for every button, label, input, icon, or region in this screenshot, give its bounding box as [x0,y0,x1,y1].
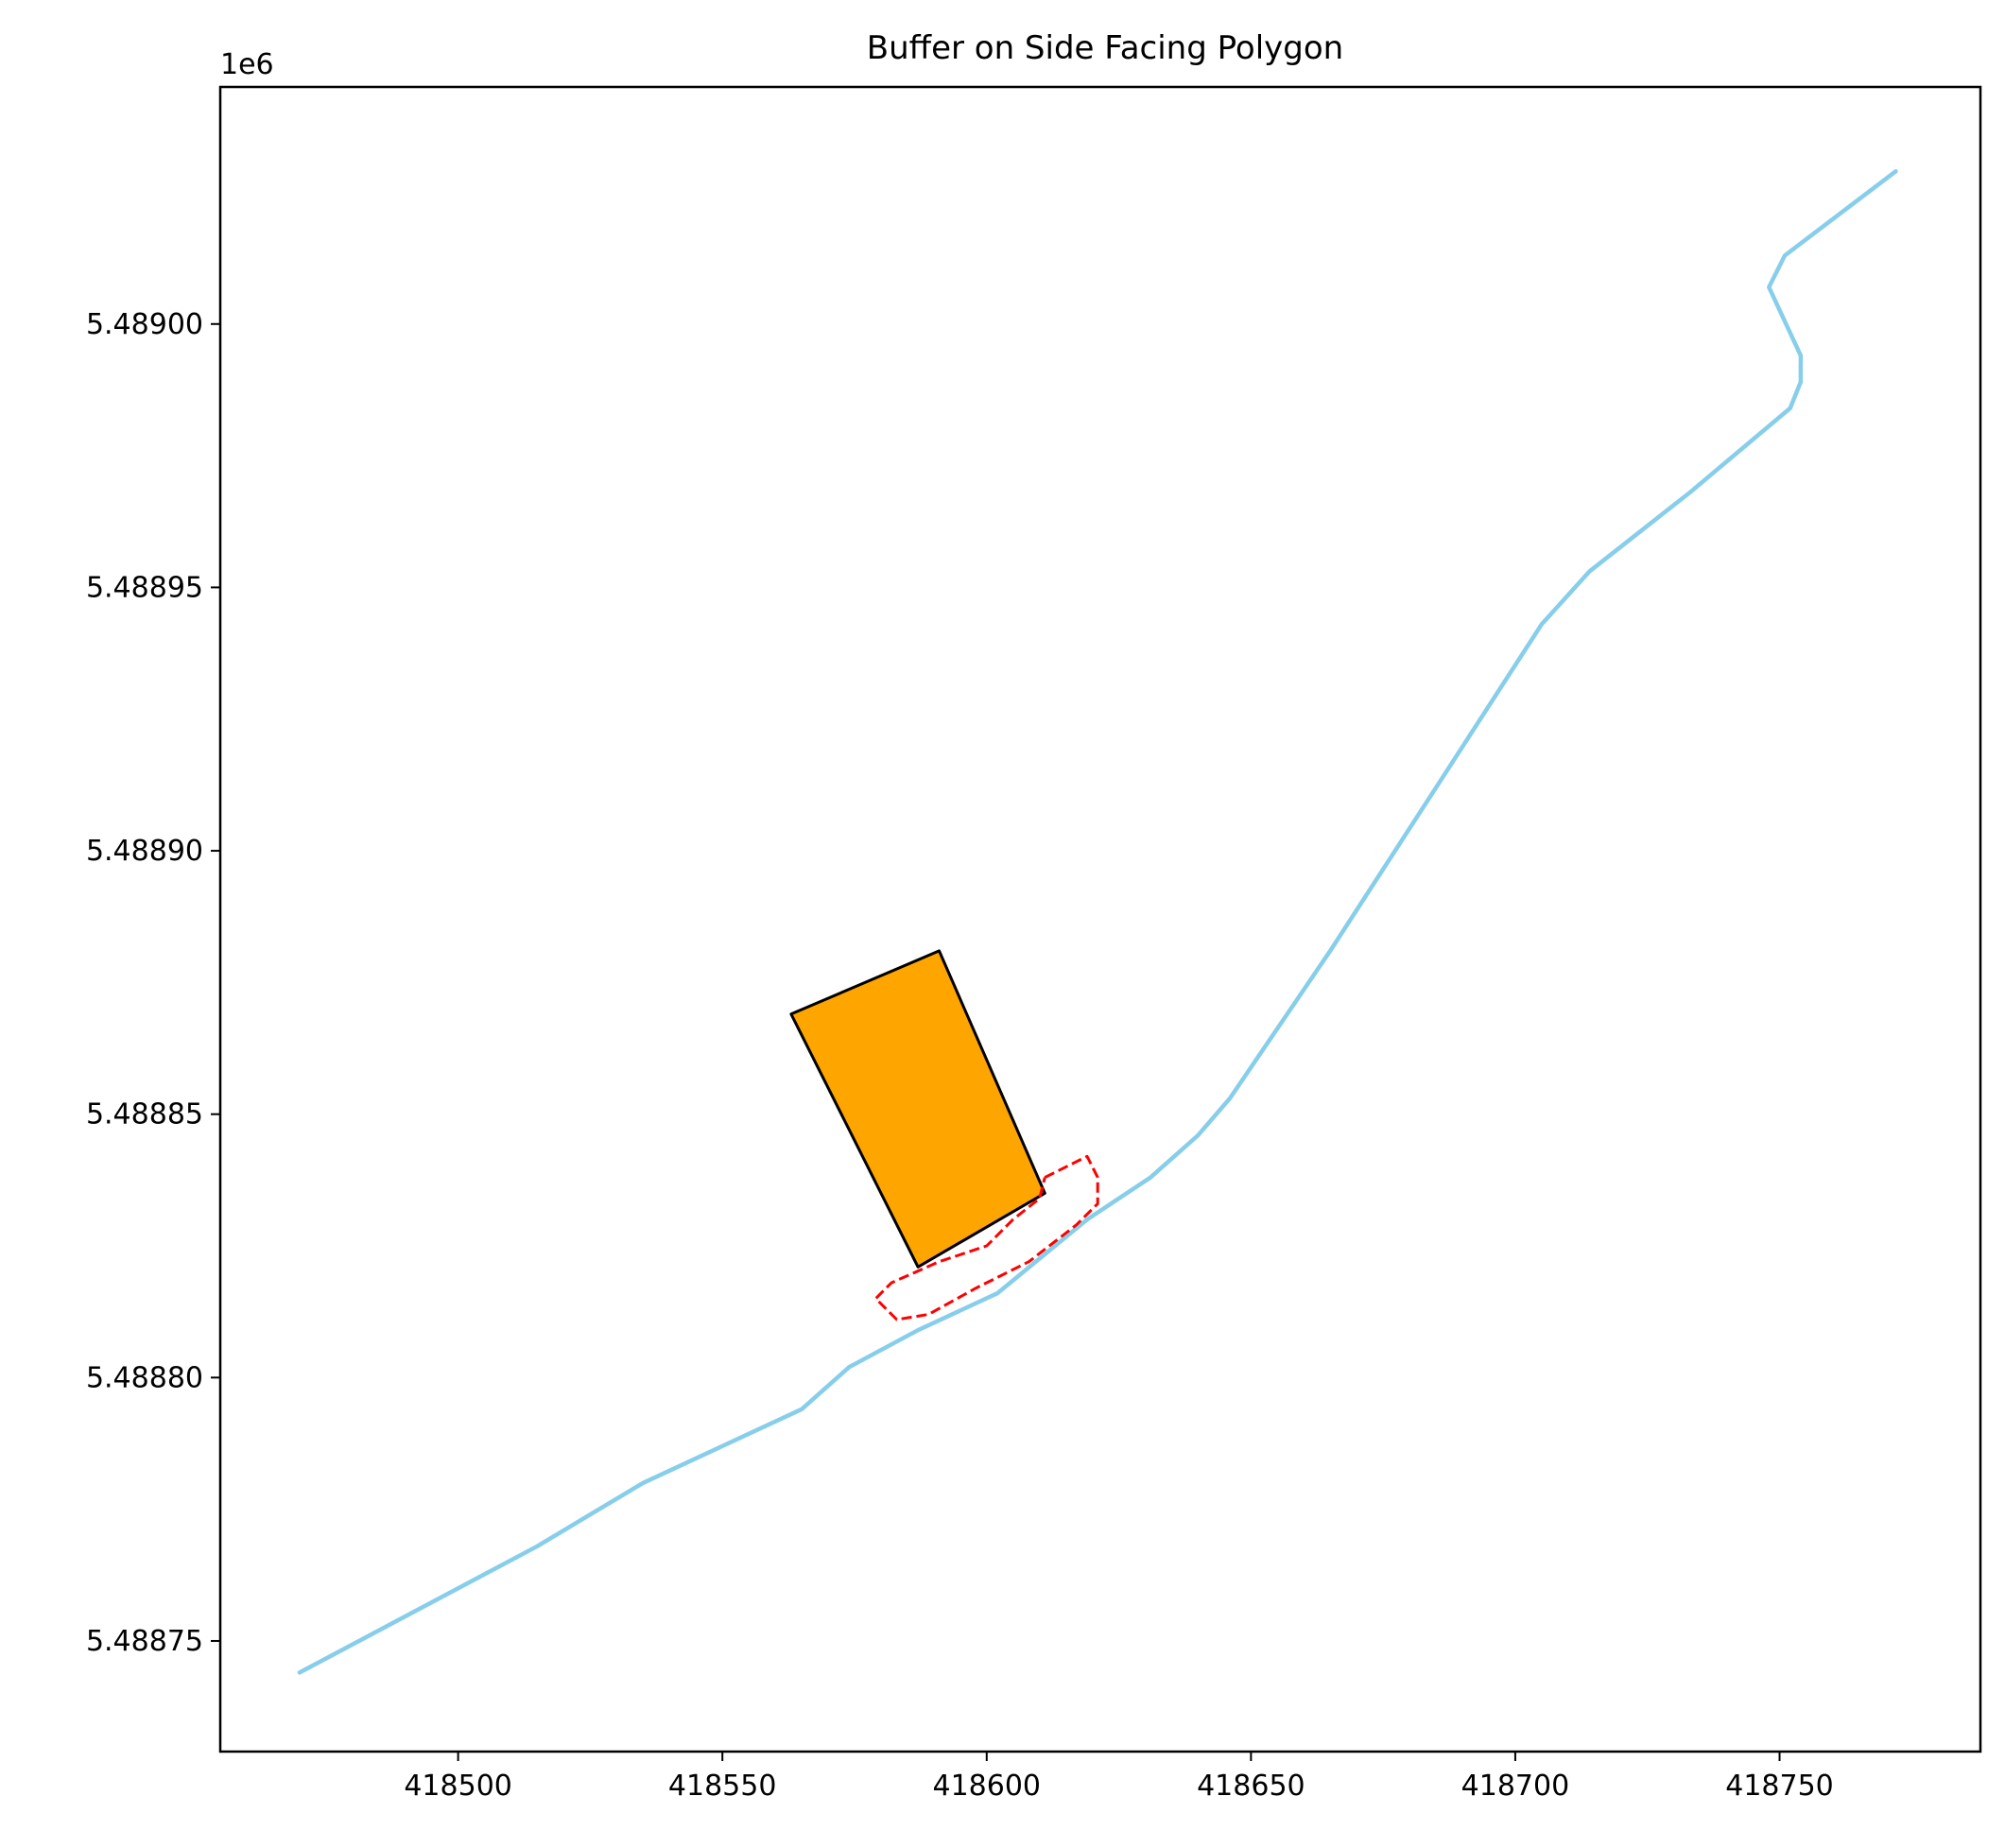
y-tick-label: 5.48880 [86,1361,203,1394]
y-tick-label: 5.48885 [86,1098,203,1131]
x-axis: 418500 418550 418600 418650 418700 418750 [404,1752,1834,1803]
polygon-series [789,949,1046,1269]
y-tick-label: 5.48890 [86,835,203,868]
y-offset-label: 1e6 [220,48,274,81]
x-tick-label: 418700 [1461,1770,1570,1803]
x-tick-label: 418750 [1725,1770,1834,1803]
y-tick-label: 5.48900 [86,308,203,341]
x-tick-label: 418500 [404,1770,512,1803]
plot-frame [218,85,1982,1753]
line-series [297,168,1898,1675]
y-tick-label: 5.48875 [86,1625,203,1658]
x-tick-label: 418650 [1197,1770,1305,1803]
x-tick-label: 418550 [668,1770,777,1803]
y-axis: 5.48875 5.48880 5.48885 5.48890 5.48895 5.489… [86,308,220,1658]
y-tick-label: 5.48895 [86,571,203,604]
buffer-outline-series [873,1154,1099,1321]
x-tick-label: 418600 [933,1770,1042,1803]
chart-title: Buffer on Side Facing Polygon [867,29,1343,67]
series-layer [297,168,1898,1675]
